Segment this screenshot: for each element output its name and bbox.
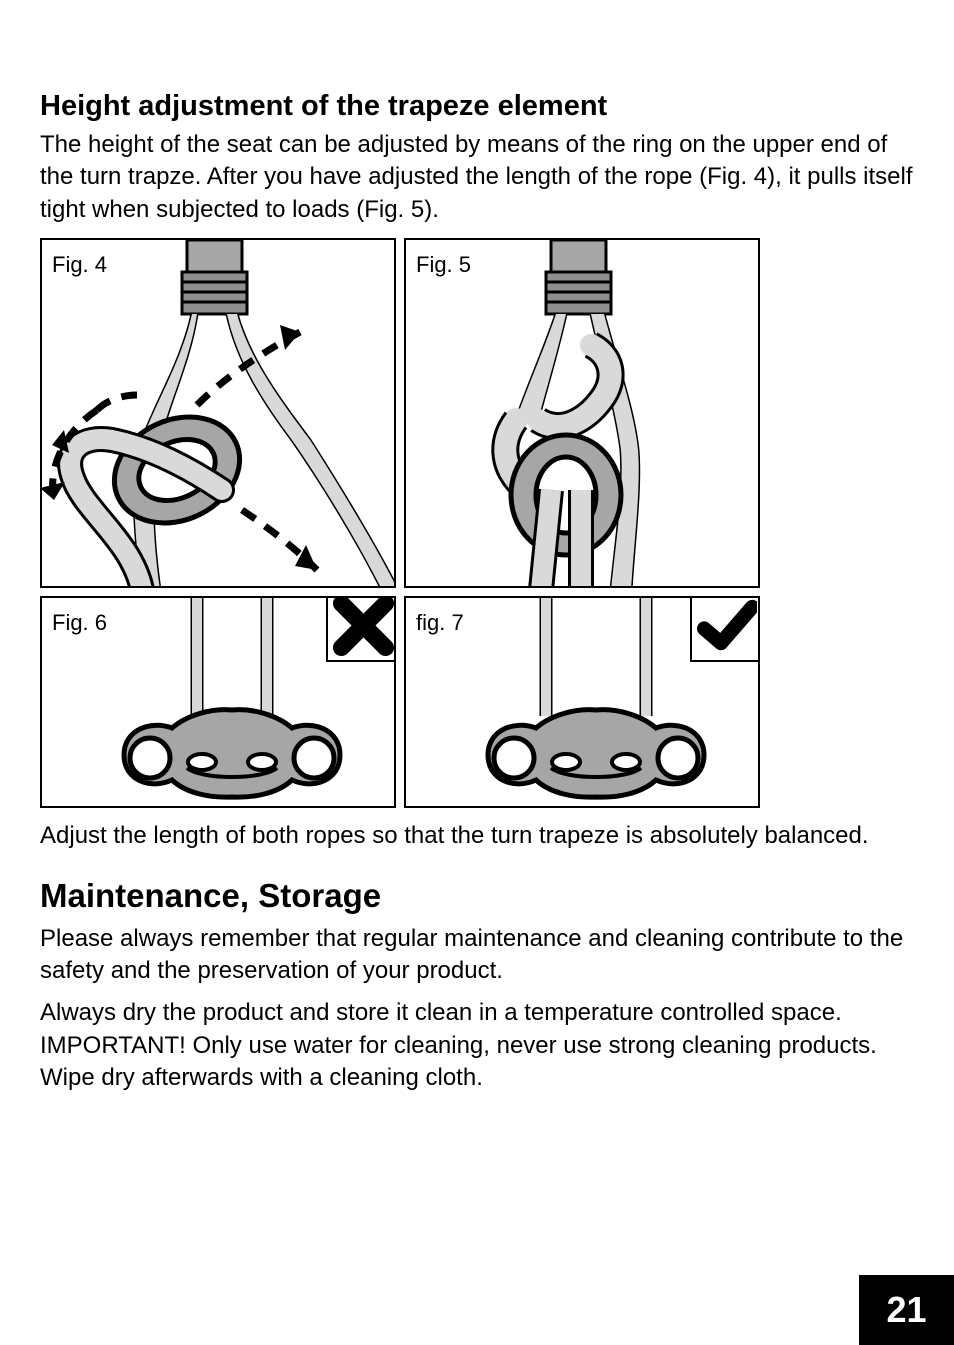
maintenance-paragraph-2: Always dry the product and store it clea… [40,997,914,1094]
figures-grid: Fig. 4 [40,238,760,808]
check-mark-icon [690,596,760,662]
figures-caption: Adjust the length of both ropes so that … [40,820,914,852]
fig4-label: Fig. 4 [52,252,107,278]
fig5-label: Fig. 5 [416,252,471,278]
maintenance-paragraph-1: Please always remember that regular main… [40,923,914,988]
figure-6: Fig. 6 [40,596,396,808]
fig4-illustration [42,240,396,588]
height-adjustment-heading: Height adjustment of the trapeze element [40,90,914,123]
x-mark-icon [326,596,396,662]
figure-7: fig. 7 [404,596,760,808]
fig6-label: Fig. 6 [52,610,107,636]
figure-4: Fig. 4 [40,238,396,588]
figure-5: Fig. 5 [404,238,760,588]
maintenance-heading: Maintenance, Storage [40,877,914,915]
page-number: 21 [859,1275,954,1345]
fig5-illustration [406,240,760,588]
height-adjustment-paragraph: The height of the seat can be adjusted b… [40,129,914,226]
fig7-label: fig. 7 [416,610,464,636]
